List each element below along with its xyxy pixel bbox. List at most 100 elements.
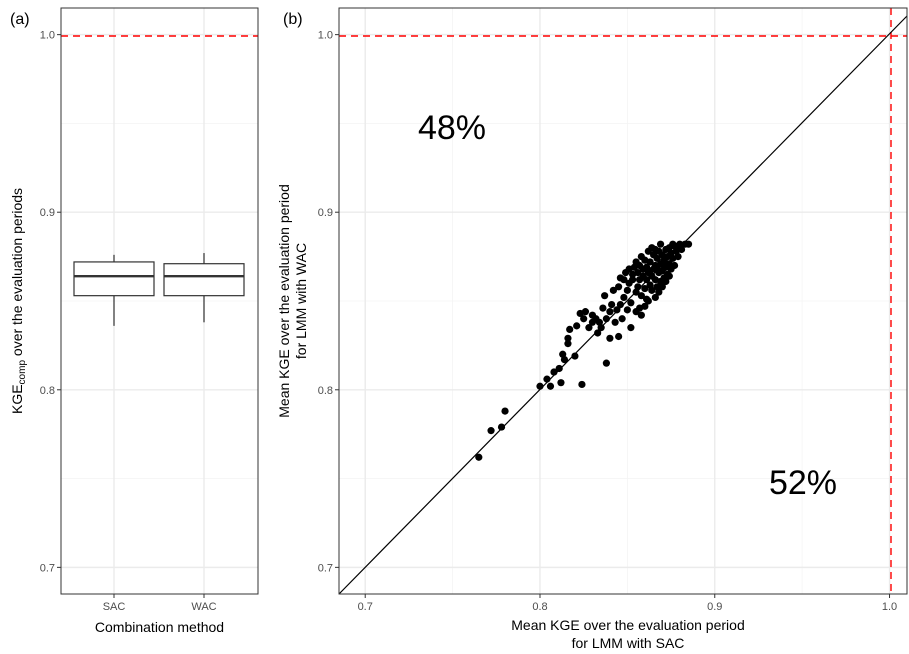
panel-b-x-ticks: 0.7 0.8 0.9 1.0 (358, 594, 897, 613)
x-tick-label: 0.8 (532, 601, 547, 613)
panel-b-x-axis-title-line1: Mean KGE over the evaluation period (511, 617, 744, 633)
y-tick-label: 0.7 (40, 562, 55, 574)
scatter-point (627, 299, 635, 307)
y-tick-label: 0.9 (318, 207, 333, 219)
scatter-point (573, 322, 581, 330)
scatter-point (662, 277, 670, 286)
scatter-point (629, 276, 637, 284)
scatter-point (606, 334, 614, 342)
panel-a-y-ticks: 0.7 0.8 0.9 1.0 (40, 30, 61, 574)
scatter-point (639, 272, 647, 280)
panel-a-border (60, 7, 259, 595)
scatter-point (609, 286, 617, 294)
annotation-48-percent: 48% (418, 109, 486, 147)
x-tick-label: WAC (191, 601, 216, 613)
scatter-point (601, 292, 609, 300)
panel-a-y-axis-title: KGEcomp over the evaluation periods (9, 188, 28, 414)
scatter-point (546, 382, 555, 390)
scatter-point (656, 240, 665, 248)
scatter-point (644, 297, 652, 305)
y-tick-label: 0.7 (318, 562, 333, 574)
scatter-point (615, 332, 623, 341)
scatter-point (580, 315, 588, 323)
scatter-point (684, 240, 693, 248)
scatter-point (672, 244, 680, 252)
scatter-point (637, 253, 645, 261)
scatter-point (543, 375, 551, 383)
panel-b-points (475, 240, 693, 461)
x-tick-label: 0.7 (358, 601, 373, 613)
scatter-point (646, 258, 654, 266)
scatter-point (606, 308, 614, 316)
scatter-point (571, 352, 579, 360)
scatter-point (599, 304, 607, 312)
scatter-point (648, 286, 656, 294)
x-tick-label: 0.9 (707, 601, 722, 613)
panel-a-boxes (73, 253, 245, 326)
box-body (73, 261, 155, 297)
scatter-point (637, 292, 645, 300)
annotation-52-percent: 52% (769, 464, 837, 502)
panel-b-y-axis-title-line2: for LMM with WAC (293, 243, 309, 359)
panel-b-y-axis-title-line1: Mean KGE over the evaluation period (276, 184, 292, 417)
scatter-point (674, 253, 682, 261)
scatter-point (641, 302, 649, 310)
scatter-point (636, 261, 644, 270)
scatter-point (602, 315, 610, 323)
panel-b-x-axis-title-line2: for LMM with SAC (572, 635, 685, 651)
panel-a-label: (a) (10, 11, 30, 28)
scatter-point (560, 356, 569, 364)
scatter-point (613, 306, 621, 314)
y-tick-label: 1.0 (40, 30, 55, 42)
scatter-point (487, 427, 495, 435)
scatter-point (564, 334, 572, 342)
y-tick-label: 0.8 (318, 385, 333, 397)
scatter-point (651, 293, 659, 302)
panel-a-y-axis-title-sub: comp (17, 360, 28, 385)
scatter-point (555, 364, 563, 373)
scatter-point (655, 288, 663, 296)
scatter-point (623, 306, 631, 314)
scatter-point (642, 263, 651, 271)
scatter-point (608, 300, 616, 309)
scatter-point (616, 300, 624, 309)
scatter-point (627, 324, 635, 332)
scatter-point (625, 265, 633, 273)
scatter-point (632, 308, 640, 316)
scatter-point (497, 423, 506, 431)
scatter-point (581, 308, 590, 316)
x-tick-label: SAC (103, 601, 126, 613)
scatter-point (602, 359, 610, 367)
scatter-point (536, 382, 544, 390)
y-tick-label: 0.8 (40, 385, 55, 397)
scatter-point (550, 368, 558, 376)
scatter-point (623, 286, 631, 294)
y-tick-label: 0.9 (40, 207, 55, 219)
panel-a-boxplot: 0.7 0.8 0.9 1.0 SAC WAC (a) Combination meth… (9, 7, 259, 635)
scatter-point (618, 315, 626, 323)
panel-b-y-ticks: 0.7 0.8 0.9 1.0 (318, 30, 339, 574)
scatter-point (611, 318, 619, 326)
panel-b-scatter: 0.7 0.8 0.9 1.0 0.7 0.8 0.9 1.0 48% 52% (b) Me… (276, 7, 908, 651)
scatter-point (670, 261, 679, 270)
scatter-point (629, 270, 637, 278)
box-body (163, 263, 245, 297)
scatter-point (620, 293, 628, 302)
scatter-point (658, 283, 666, 291)
scatter-point (566, 325, 574, 334)
scatter-point (585, 324, 593, 332)
scatter-point (564, 340, 572, 348)
scatter-point (475, 453, 483, 461)
scatter-point (615, 283, 623, 291)
scatter-point (637, 311, 645, 319)
y-tick-label: 1.0 (318, 30, 333, 42)
scatter-point (653, 254, 661, 262)
scatter-point (634, 283, 642, 291)
scatter-point (660, 261, 668, 270)
scatter-point (557, 379, 565, 387)
panel-a-y-axis-title-rest: over the evaluation periods (9, 188, 25, 360)
panel-b-border (338, 7, 908, 595)
scatter-point (665, 272, 673, 280)
scatter-point (641, 284, 649, 293)
